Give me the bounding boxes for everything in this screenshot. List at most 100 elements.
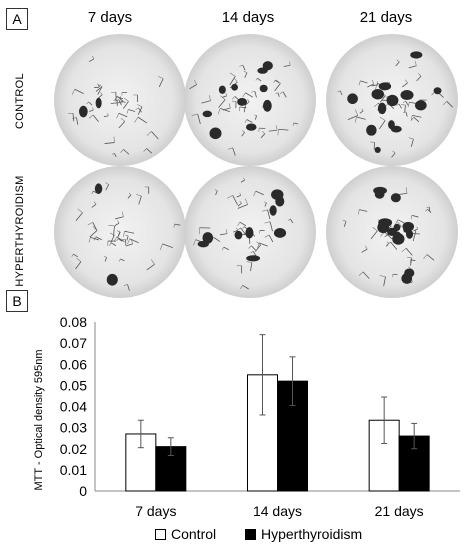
cell-process (225, 92, 228, 96)
mineral-nodule (400, 90, 414, 101)
cell-process (125, 243, 133, 247)
column-header-21-days: 21 days (359, 9, 413, 26)
cell-process (242, 64, 246, 71)
cell-process (137, 116, 148, 124)
cell-process (107, 113, 109, 116)
cell-process (254, 114, 257, 116)
cell-process (113, 236, 118, 242)
cell-process (123, 149, 130, 155)
mineral-nodule (366, 124, 377, 136)
cell-process (361, 108, 364, 111)
cell-process (407, 256, 412, 259)
cell-process (92, 114, 99, 122)
cell-process (77, 208, 83, 214)
cell-process (264, 234, 270, 238)
cell-process (418, 73, 422, 77)
cell-process (232, 147, 236, 156)
mineral-nodule (231, 83, 238, 91)
cell-process (287, 218, 291, 221)
cell-process (150, 259, 155, 265)
mineral-nodule (401, 273, 413, 284)
cell-process (244, 198, 248, 205)
cell-process (383, 276, 386, 287)
cell-process (242, 130, 245, 133)
mineral-nodule (262, 99, 272, 112)
cell-process (405, 247, 413, 256)
cell-process (96, 83, 103, 87)
cell-process (247, 99, 250, 102)
cell-process (88, 58, 95, 63)
cell-process (71, 253, 74, 257)
cell-process (398, 103, 402, 109)
cell-process (128, 109, 136, 112)
x-tick-label: 7 days (135, 503, 176, 519)
cell-process (97, 86, 103, 95)
cell-process (405, 100, 409, 106)
cell-process (219, 233, 228, 236)
cell-process (411, 214, 419, 218)
cell-process (138, 195, 142, 205)
mineral-nodule (387, 96, 397, 104)
cell-process (158, 75, 164, 79)
cell-process (337, 90, 341, 93)
cell-process (413, 228, 418, 232)
cell-process (252, 251, 257, 257)
cell-process (124, 97, 129, 102)
cell-process (289, 218, 294, 224)
legend-swatch-control (155, 528, 166, 540)
cell-process (273, 80, 276, 83)
mineral-nodule (237, 97, 248, 106)
cell-process (232, 195, 238, 205)
cell-process (236, 227, 238, 231)
cell-process (151, 131, 159, 140)
cell-process (76, 117, 79, 125)
mineral-nodule (245, 123, 257, 131)
mineral-nodule (106, 273, 118, 286)
cell-process (274, 83, 281, 92)
cell-process (423, 254, 428, 259)
cell-process (395, 61, 400, 67)
cell-process (408, 65, 417, 69)
cell-process (416, 226, 418, 230)
cell-process (100, 92, 103, 95)
cell-process (248, 245, 252, 249)
cell-process (410, 215, 413, 220)
cell-process (146, 263, 155, 271)
legend-swatch-hyperthyroidism (245, 528, 256, 540)
cell-process (127, 284, 130, 291)
cell-process (232, 96, 236, 100)
cell-process (250, 251, 254, 254)
cell-process (88, 114, 94, 119)
cell-process (371, 79, 375, 85)
mineral-nodule (94, 183, 103, 194)
panel-a-tag: A (6, 8, 28, 30)
mineral-nodule (79, 105, 88, 118)
cell-process (367, 83, 375, 88)
cell-process (373, 102, 379, 108)
cell-process (117, 220, 120, 224)
cell-process (72, 113, 75, 122)
cell-process (104, 142, 115, 144)
cell-process (105, 182, 109, 185)
cell-process (76, 258, 82, 262)
mineral-nodule (402, 221, 415, 232)
cell-process (89, 230, 98, 238)
cell-process (125, 234, 129, 237)
column-header-14-days: 14 days (221, 9, 275, 26)
cell-process (220, 108, 231, 113)
legend-label-hyperthyroidism: Hyperthyroidism (261, 526, 363, 542)
cell-process (277, 92, 280, 97)
cell-process (92, 226, 98, 231)
y-tick-label: 0.03 (60, 420, 87, 436)
cell-process (215, 190, 218, 196)
cell-process (135, 107, 139, 111)
mineral-nodule (374, 189, 385, 199)
cell-process (136, 194, 142, 197)
cell-process (208, 95, 211, 101)
cell-process (239, 192, 242, 196)
cell-process (112, 152, 115, 155)
cell-process (242, 92, 246, 98)
cell-process (244, 72, 248, 78)
cell-process (73, 253, 78, 258)
cell-process (413, 117, 420, 123)
